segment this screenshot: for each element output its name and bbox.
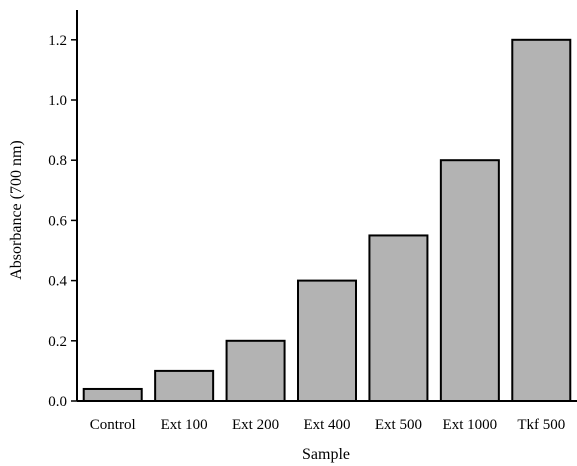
plot-area: 0.0 0.2 0.4 0.6 0.8 1.0 1.2 Control Ext 100 Ext … <box>48 10 577 433</box>
bar-ext-500 <box>368 234 429 402</box>
x-tick-label: Ext 100 <box>161 417 208 433</box>
y-tick-label: 0.8 <box>48 153 67 169</box>
y-tick-label: 0.2 <box>48 334 67 350</box>
y-axis-title: Absorbance (700 nm) <box>8 140 25 280</box>
y-tick-label: 1.2 <box>48 33 67 49</box>
y-tick-label: 0.4 <box>48 274 67 290</box>
x-axis-title: Sample <box>302 446 350 463</box>
bar-control <box>82 387 143 402</box>
bar-ext-400 <box>297 279 357 403</box>
y-tick-label: 0.0 <box>48 394 67 410</box>
y-tick-label: 0.6 <box>48 213 67 229</box>
y-ticks: 0.0 0.2 0.4 0.6 0.8 1.0 1.2 <box>48 33 77 410</box>
x-tick-label: Tkf 500 <box>517 417 565 433</box>
x-ticks: Control Ext 100 Ext 200 Ext 400 Ext 500 Ext 1… <box>90 417 565 433</box>
x-tick-label: Control <box>90 417 136 433</box>
x-tick-label: Ext 200 <box>232 417 279 433</box>
x-tick-label: Ext 1000 <box>443 417 498 433</box>
x-tick-label: Ext 500 <box>375 417 422 433</box>
x-tick-label: Ext 400 <box>303 417 350 433</box>
bar-ext-1000 <box>439 159 500 402</box>
y-tick-label: 1.0 <box>48 93 67 109</box>
bar-ext-200 <box>225 339 286 402</box>
bars <box>82 38 572 403</box>
bar-ext-100 <box>154 369 215 402</box>
bar-tkf-500 <box>511 38 572 403</box>
